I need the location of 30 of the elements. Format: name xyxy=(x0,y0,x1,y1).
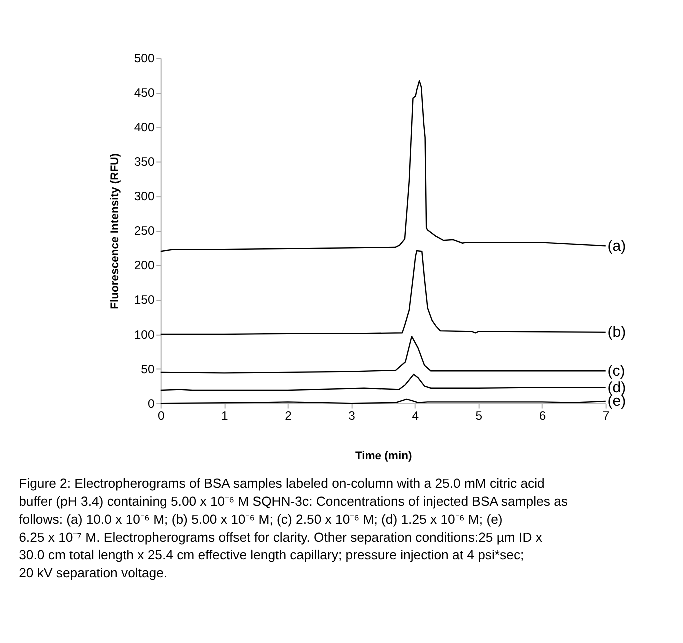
y-tick-label: 400 xyxy=(134,120,155,135)
x-tick-label: 1 xyxy=(222,409,229,424)
x-tick-label: 4 xyxy=(412,409,420,424)
series-label: (c) xyxy=(608,362,626,380)
line-series xyxy=(160,250,606,336)
y-tick-label: 50 xyxy=(141,362,155,376)
line-series xyxy=(160,374,606,392)
x-tick-label: 3 xyxy=(348,409,356,424)
x-tick-label: 7 xyxy=(602,409,610,424)
x-tick-label: 5 xyxy=(476,409,483,424)
x-tick-label: 0 xyxy=(158,409,165,424)
x-axis-title: Time (min) xyxy=(355,450,412,463)
line-series xyxy=(160,336,606,374)
x-tick-label: 2 xyxy=(285,409,292,424)
y-tick-label: 450 xyxy=(134,86,155,100)
series-label: (b) xyxy=(608,324,626,342)
series-label: (a) xyxy=(608,238,626,255)
y-axis-title: Fluorescence Intensity (RFU) xyxy=(109,153,122,310)
y-tick-label: 250 xyxy=(134,224,155,238)
series-label: (d) xyxy=(608,379,626,396)
y-tick-label: 350 xyxy=(134,155,155,170)
line-series xyxy=(160,80,606,252)
y-tick-label: 100 xyxy=(134,328,155,342)
y-tick-label: 200 xyxy=(134,258,155,273)
y-tick-label: 300 xyxy=(134,190,155,204)
x-tick-label: 6 xyxy=(539,409,546,424)
y-tick-label: 0 xyxy=(148,396,155,411)
caption: Figure 2: Electropherograms of BSA samples labeled on-column with a 25.0 mM citric acid buffer (pH 3.4) containing 5.00 x 10⁻⁶ M SQHN-3c: Concentrations of injected BSA samples as follows: (a) 10.0 x 10⁻⁶ M; (b) 5.00 x 10⁻⁶ M; (c) 2.50 x 10⁻⁶ M; (d) 1.25 x 10⁻⁶ M; (e) 6.25 x 10⁻⁷ M. Electropherograms offset for clarity. Other separation conditions:25 µm ID x 30.0 cm total length x 25.4 cm effective length capillary; pressure injection at 4 psi*sec; 20 kV separation voltage. xyxy=(19,476,568,581)
y-tick-label: 500 xyxy=(134,52,155,66)
y-tick-label: 150 xyxy=(134,293,155,308)
